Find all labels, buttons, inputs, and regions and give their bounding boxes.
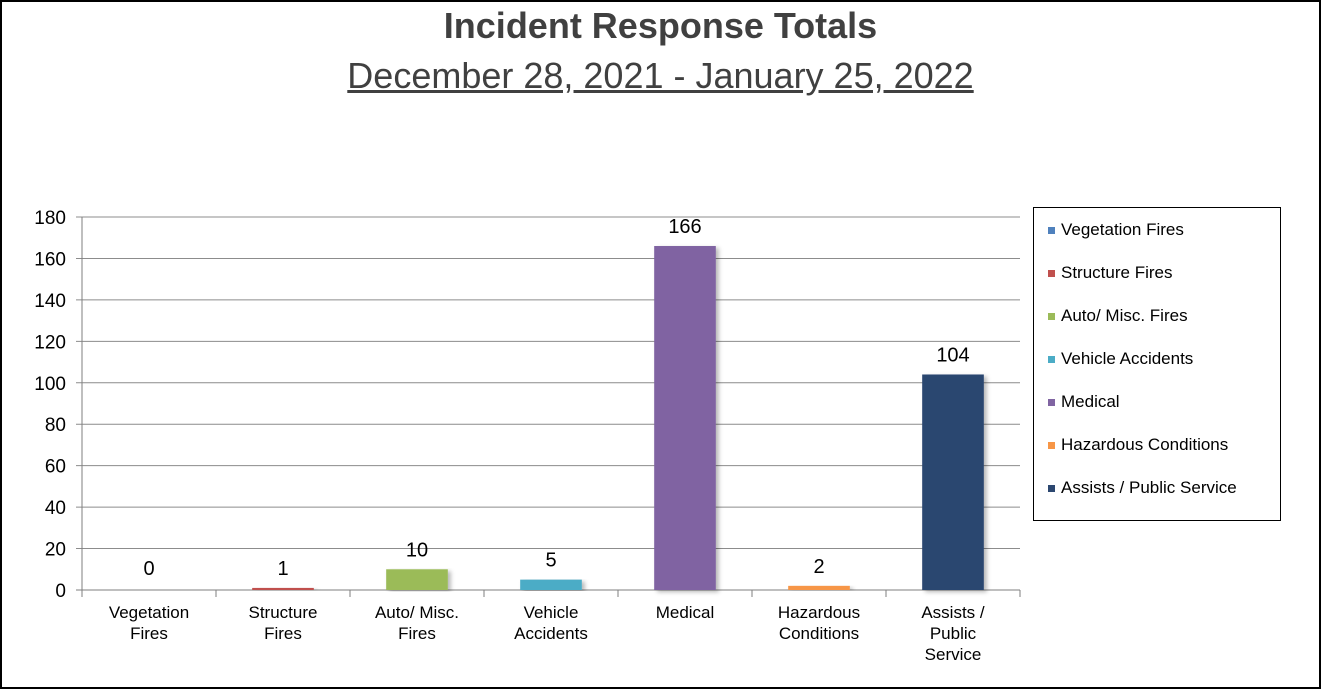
x-tick-label: Vegetation Fires — [109, 603, 189, 643]
legend-item: Assists / Public Service — [1048, 476, 1237, 500]
legend: Vegetation Fires Structure Fires Auto/ Mis… — [1033, 207, 1281, 521]
gridlines — [76, 216, 1021, 597]
y-tick-label: 180 — [34, 208, 66, 229]
legend-label: Assists / Public Service — [1061, 478, 1237, 497]
legend-label: Vehicle Accidents — [1061, 349, 1194, 368]
legend-label: Structure Fires — [1061, 263, 1173, 282]
legend-item: Medical — [1048, 390, 1120, 414]
bar — [922, 374, 984, 590]
data-label: 104 — [936, 344, 969, 366]
y-axis-ticks: 0 20 40 60 80 100 120 140 160 180 — [34, 208, 66, 602]
chart-title: Incident Response Totals — [443, 5, 878, 46]
data-label: 5 — [545, 550, 556, 572]
x-tick-label: Hazardous Conditions — [778, 603, 860, 643]
legend-item: Auto/ Misc. Fires — [1048, 304, 1188, 328]
x-axis-ticks: Vegetation Fires Structure Fires Auto/ Misc.… — [109, 603, 985, 664]
y-tick-label: 60 — [45, 457, 66, 478]
data-label: 2 — [813, 556, 824, 578]
data-label: 10 — [406, 539, 428, 561]
legend-label: Vegetation Fires — [1061, 220, 1184, 239]
y-tick-label: 140 — [34, 291, 66, 312]
legend-swatch — [1048, 226, 1055, 234]
legend-swatch — [1048, 441, 1055, 449]
data-label: 1 — [277, 558, 288, 580]
data-labels: 0 1 10 5 166 2 104 — [143, 216, 969, 580]
legend-item: Hazardous Conditions — [1048, 433, 1228, 457]
legend-swatch — [1048, 269, 1055, 277]
legend-swatch — [1048, 484, 1055, 492]
legend-item: Structure Fires — [1048, 261, 1172, 285]
x-tick-label: Vehicle Accidents — [514, 603, 588, 643]
bar — [520, 579, 582, 590]
legend-label: Auto/ Misc. Fires — [1061, 306, 1188, 325]
legend-label: Hazardous Conditions — [1061, 435, 1229, 454]
y-tick-label: 40 — [45, 498, 66, 519]
y-tick-label: 20 — [45, 540, 66, 561]
legend-swatch — [1048, 312, 1055, 320]
bar — [788, 585, 850, 590]
x-tick-label: Medical — [656, 603, 715, 622]
y-tick-label: 80 — [45, 415, 66, 436]
legend-item: Vegetation Fires — [1048, 218, 1184, 242]
y-tick-label: 160 — [34, 249, 66, 270]
bar — [252, 587, 314, 590]
legend-swatch — [1048, 398, 1055, 406]
legend-item: Vehicle Accidents — [1048, 347, 1193, 371]
bars — [252, 246, 984, 590]
y-tick-label: 0 — [55, 581, 66, 602]
x-tick-label: Structure Fires — [249, 603, 318, 643]
x-tick-label: Assists / Public Service — [921, 603, 985, 664]
y-tick-label: 120 — [34, 332, 66, 353]
bar — [654, 246, 716, 590]
legend-label: Medical — [1061, 392, 1120, 411]
bar — [386, 569, 448, 590]
legend-swatch — [1048, 355, 1055, 363]
data-label: 166 — [668, 216, 701, 238]
x-tick-label: Auto/ Misc. Fires — [375, 603, 459, 643]
y-tick-label: 100 — [34, 374, 66, 395]
chart-subtitle: December 28, 2021 - January 25, 2022 — [347, 55, 974, 96]
data-label: 0 — [143, 558, 154, 580]
